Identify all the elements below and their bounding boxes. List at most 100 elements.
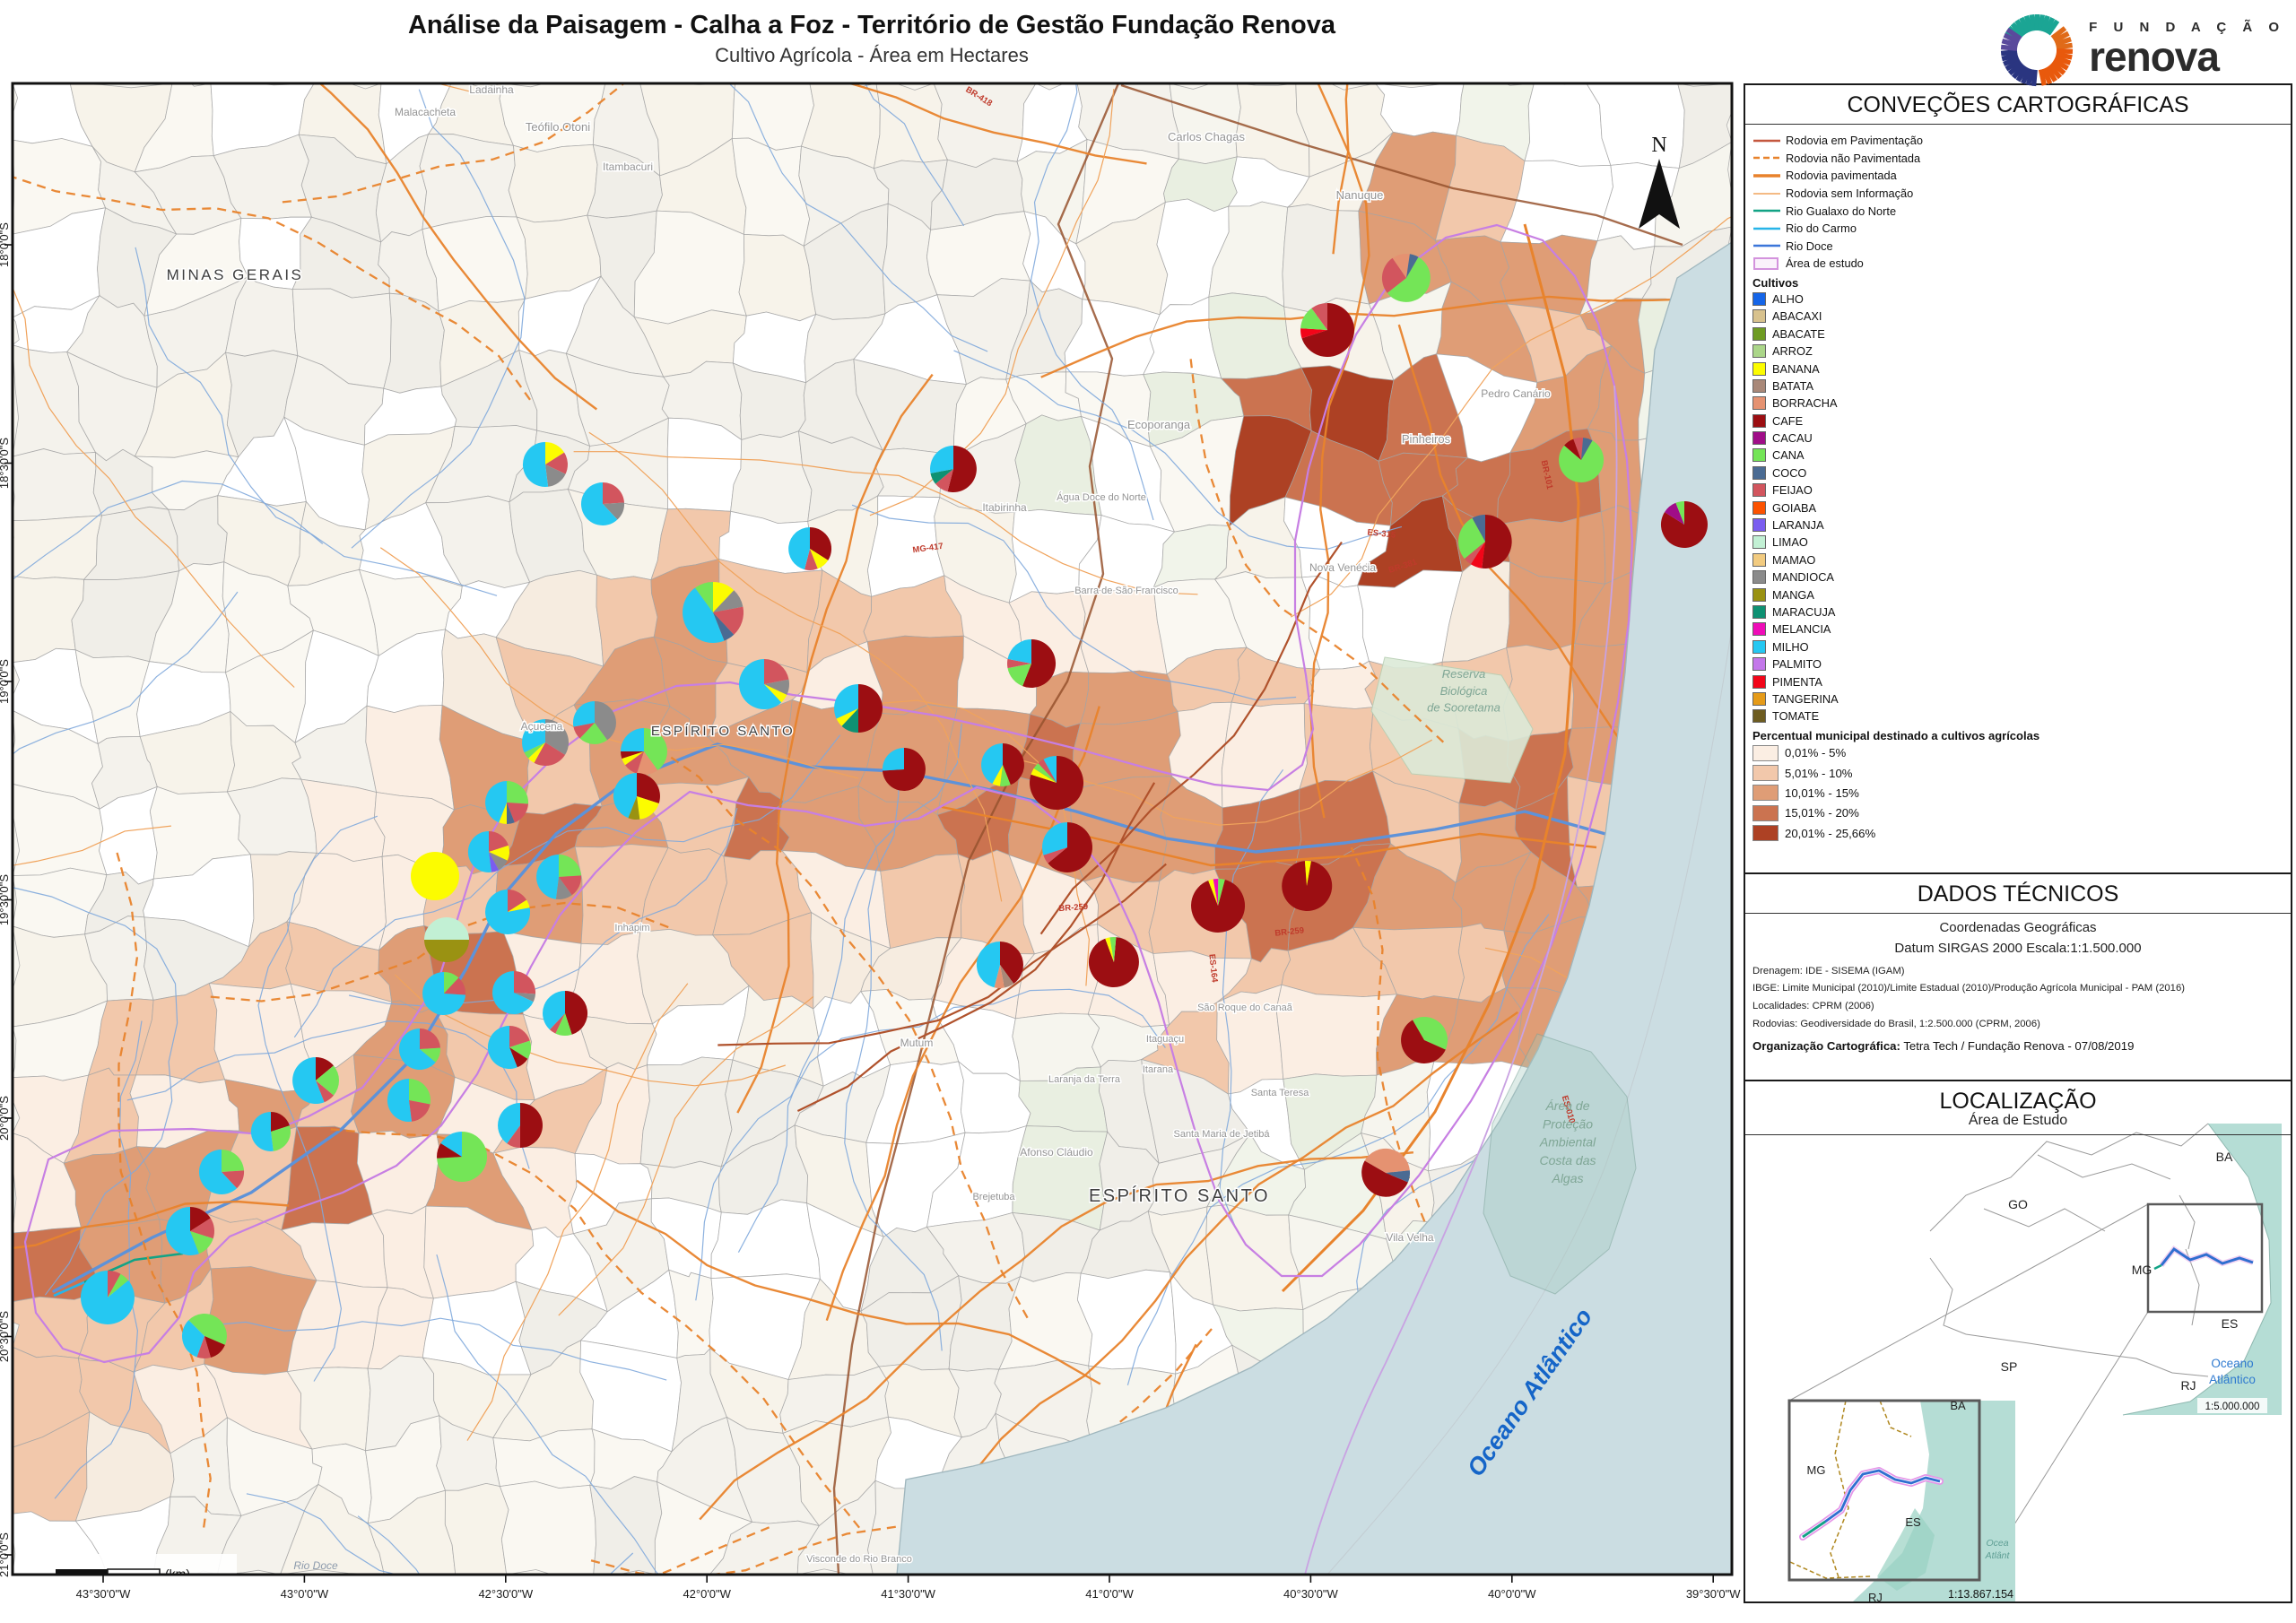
pie-chart bbox=[181, 1314, 227, 1358]
x-axis-label: 39°30'0"W bbox=[1686, 1587, 1741, 1601]
pie-chart bbox=[522, 441, 568, 487]
pie-chart bbox=[621, 728, 667, 775]
pie-chart bbox=[976, 941, 1023, 988]
legend-cultivo-item: LIMAO bbox=[1752, 534, 2291, 551]
tech-title: DADOS TÉCNICOS bbox=[1917, 881, 2119, 907]
legend-cultivo-item: MARACUJA bbox=[1752, 603, 2291, 621]
map-label: Área de Proteção Ambiental Costa das Algas bbox=[1539, 1098, 1596, 1185]
legend-cultivo-item: CAFE bbox=[1752, 412, 2291, 429]
map-label: Teófilo Otoni bbox=[526, 120, 590, 134]
y-axis-label: 21°0'0"S bbox=[0, 1532, 11, 1577]
map-label: Afonso Cláudio bbox=[1020, 1146, 1093, 1159]
cultivos-header: Cultivos bbox=[1752, 275, 1799, 290]
inset-state-label: BA bbox=[1950, 1399, 1966, 1412]
legend-conv-item: Rodovia não Pavimentada bbox=[1752, 150, 2285, 168]
legend-cultivo-item: MELANCIA bbox=[1752, 621, 2291, 638]
legend-conv-label: Rio Doce bbox=[1786, 239, 1833, 253]
pie-chart bbox=[467, 830, 510, 872]
legend-conv-item: Rodovia pavimentada bbox=[1752, 167, 2285, 185]
map-label: Vila Velha bbox=[1386, 1231, 1433, 1244]
inset-state-label: MG bbox=[1807, 1463, 1826, 1477]
location-subtitle: Área de Estudo bbox=[1968, 1113, 2068, 1128]
pie-chart bbox=[1361, 1148, 1411, 1197]
pie-chart bbox=[387, 1078, 431, 1122]
legend-percent-item: 15,01% - 20% bbox=[1752, 803, 2291, 823]
pie-chart bbox=[292, 1057, 339, 1104]
legend-conv-label: Área de estudo bbox=[1786, 256, 1864, 271]
pie-chart bbox=[491, 971, 536, 1014]
map-label: BR-259 bbox=[1274, 925, 1305, 938]
legend-cultivo-item: BATATA bbox=[1752, 378, 2291, 395]
tech-org-value: Tetra Tech / Fundação Renova - 07/08/201… bbox=[1900, 1038, 2135, 1053]
pie-chart bbox=[788, 526, 832, 570]
map-label: ES-164 bbox=[1206, 953, 1219, 983]
pie-chart bbox=[613, 772, 660, 820]
pie-chart bbox=[198, 1150, 245, 1194]
map-label: Pinheiros bbox=[1402, 432, 1451, 446]
x-axis-label: 40°30'0"W bbox=[1283, 1587, 1338, 1601]
percent-header: Percentual municipal destinado a cultivo… bbox=[1752, 728, 2040, 742]
map-label: Mutum bbox=[900, 1037, 934, 1049]
legend-cultivo-item: MILHO bbox=[1752, 638, 2291, 655]
pie-chart bbox=[399, 1028, 441, 1070]
map-label: ES-315 bbox=[1367, 527, 1396, 540]
tech-source-line: Localidades: CPRM (2006) bbox=[1752, 1001, 1874, 1012]
svg-text:10: 10 bbox=[152, 1585, 167, 1600]
pie-chart bbox=[1458, 514, 1512, 568]
pie-chart bbox=[80, 1271, 135, 1325]
pie-chart bbox=[1282, 861, 1333, 912]
tech-org-label: Organização Cartográfica: bbox=[1752, 1038, 1900, 1053]
map-label: Carlos Chagas bbox=[1168, 130, 1245, 143]
tech-coords: Coordenadas Geográficas bbox=[1939, 920, 2097, 935]
legend-conv-item: Rio Doce bbox=[1752, 238, 2285, 256]
legend-box: CONVEÇÕES CARTOGRÁFICAS Rodovia em Pavim… bbox=[1744, 83, 2292, 874]
y-axis-label: 19°0'0"S bbox=[0, 659, 11, 704]
pie-chart bbox=[437, 1131, 488, 1182]
x-axis-label: 42°0'0"W bbox=[683, 1587, 731, 1601]
pie-chart bbox=[485, 780, 529, 824]
map-label: Santa Teresa bbox=[1251, 1088, 1310, 1098]
cultivos-list: ALHO ABACAXI ABACATE ARROZ BANANA BATATA BORRA… bbox=[1745, 291, 2291, 725]
map-label: ESPÍRITO SANTO bbox=[651, 724, 795, 739]
tech-datum: Datum SIRGAS 2000 Escala:1:1.500.000 bbox=[1894, 941, 2142, 957]
location-insets: GOBAMGESSPRJPROceanoAtlântico1:5.000.000… bbox=[1787, 1123, 2282, 1601]
y-axis-label: 19°30'0"S bbox=[0, 874, 11, 925]
legend-conv-item: Rio Gualaxo do Norte bbox=[1752, 202, 2285, 220]
pie-chart bbox=[498, 1103, 543, 1148]
legend-cultivo-item: PIMENTA bbox=[1752, 673, 2291, 690]
pie-chart bbox=[487, 1026, 532, 1069]
pie-chart bbox=[1381, 254, 1431, 302]
pie-chart bbox=[250, 1111, 291, 1151]
legend-conv-label: Rodovia em Pavimentação bbox=[1786, 134, 1923, 148]
y-axis-label: 18°0'0"S bbox=[0, 222, 11, 267]
inset-state-label: ES bbox=[2222, 1316, 2239, 1331]
legend-cultivo-item: TOMATE bbox=[1752, 707, 2291, 725]
pie-chart bbox=[424, 917, 469, 962]
legend-percent-item: 5,01% - 10% bbox=[1752, 763, 2291, 783]
map-label: Água Doce do Norte bbox=[1057, 491, 1146, 503]
tech-source-line: IBGE: Limite Municipal (2010)/Limite Est… bbox=[1752, 983, 2186, 994]
x-axis-label: 41°30'0"W bbox=[881, 1587, 935, 1601]
x-axis-label: 40°0'0"W bbox=[1488, 1587, 1536, 1601]
legend-conv-label: Rio Gualaxo do Norte bbox=[1786, 204, 1897, 218]
pie-chart bbox=[1030, 755, 1084, 810]
svg-text:0: 0 bbox=[52, 1585, 59, 1600]
legend-cultivo-item: MANGA bbox=[1752, 586, 2291, 603]
legend-cultivo-item: ABACATE bbox=[1752, 325, 2291, 343]
legend-conv-label: Rodovia sem Informação bbox=[1786, 187, 1914, 201]
legend-conv-item: Rodovia em Pavimentação bbox=[1752, 132, 2285, 150]
pie-chart bbox=[834, 684, 883, 733]
logo-ring-icon bbox=[2001, 13, 2074, 87]
map-label: Rio Doce bbox=[293, 1559, 338, 1572]
pie-chart bbox=[683, 581, 744, 643]
tech-source-line: Rodovias: Geodiversidade do Brasil, 1:2.… bbox=[1752, 1018, 2040, 1029]
legend-title: CONVEÇÕES CARTOGRÁFICAS bbox=[1847, 92, 2189, 117]
legend-cultivo-item: TANGERINA bbox=[1752, 690, 2291, 707]
legend-percent-item: 20,01% - 25,66% bbox=[1752, 823, 2291, 843]
pie-chart bbox=[739, 659, 789, 709]
map-label: Ecoporanga bbox=[1127, 418, 1191, 431]
map-label: Itabirinha bbox=[982, 501, 1027, 514]
map-label: Inhapim bbox=[614, 923, 649, 933]
y-axis-label: 18°30'0"S bbox=[0, 438, 11, 489]
